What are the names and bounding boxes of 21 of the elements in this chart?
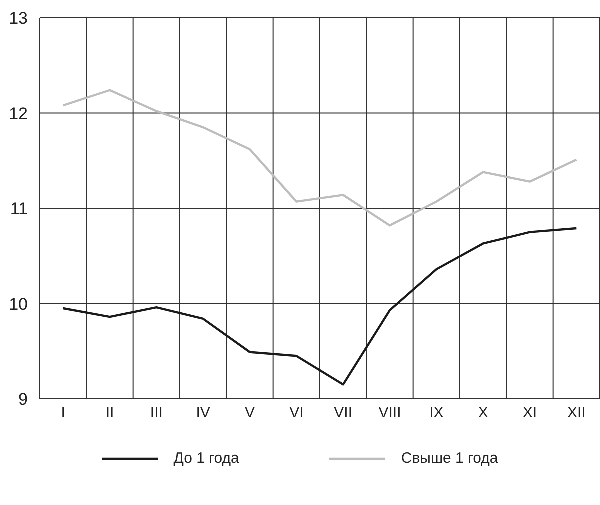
- y-tick-label: 10: [9, 294, 28, 314]
- x-tick-label: VII: [334, 404, 353, 422]
- x-tick-label: III: [150, 404, 163, 422]
- x-tick-label: XII: [567, 404, 586, 422]
- legend-label: Свыше 1 года: [401, 450, 498, 467]
- x-tick-label: X: [478, 404, 488, 422]
- y-tick-label: 11: [10, 200, 28, 219]
- x-tick-label: VIII: [378, 404, 402, 422]
- y-tick-label: 13: [9, 9, 28, 28]
- legend-label: До 1 года: [174, 450, 240, 467]
- x-tick-label: VI: [290, 404, 304, 422]
- x-tick-label: V: [244, 404, 256, 422]
- x-tick-label: IV: [196, 404, 210, 422]
- x-tick-label: II: [106, 404, 114, 422]
- x-tick-label: XI: [522, 404, 538, 422]
- x-tick-label: I: [61, 404, 66, 422]
- line-series: [62, 89, 578, 227]
- x-tick-label: IX: [430, 404, 444, 422]
- y-tick-label: 9: [18, 390, 28, 410]
- line-series: [62, 227, 578, 386]
- y-tick-label: 12: [9, 104, 28, 124]
